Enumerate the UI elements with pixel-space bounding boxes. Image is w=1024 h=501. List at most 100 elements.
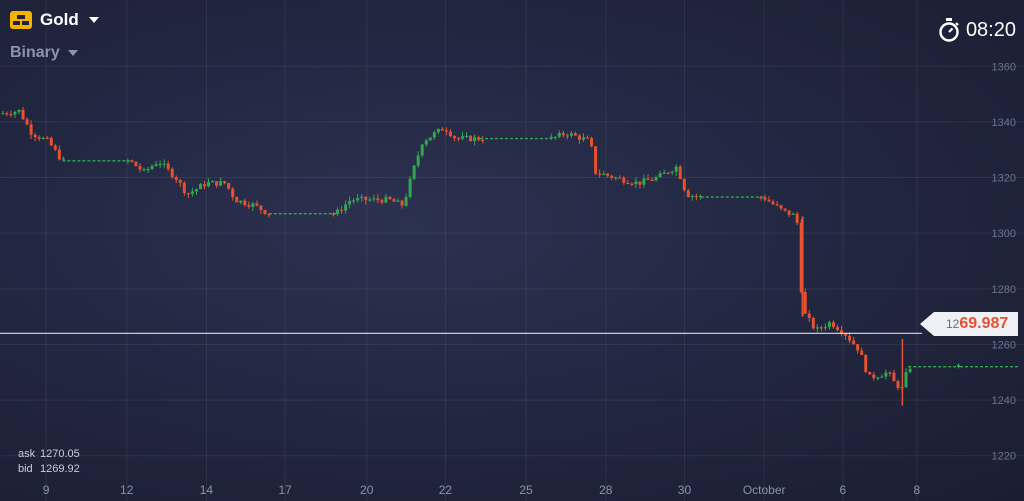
candle-body	[864, 355, 868, 372]
candle-body	[626, 182, 630, 184]
candle-body	[610, 175, 614, 178]
x-tick-label: 25	[519, 483, 533, 497]
candle-body	[872, 374, 876, 379]
candle-body	[577, 135, 581, 140]
candle-body	[332, 213, 336, 215]
y-tick-label: 1360	[992, 61, 1016, 73]
candle-body	[174, 177, 178, 181]
candle-body	[630, 183, 634, 185]
x-tick-label: 8	[913, 483, 920, 497]
candle-body	[9, 114, 13, 116]
candle-body	[860, 350, 864, 356]
candle-body	[658, 173, 662, 178]
candle-body	[594, 146, 598, 174]
candle-body	[646, 178, 650, 180]
candle-body	[908, 368, 912, 373]
candlestick-series	[1, 106, 960, 406]
candle-body	[25, 119, 29, 125]
candle-body	[368, 199, 372, 201]
candle-body	[267, 214, 271, 216]
candle-body	[763, 197, 767, 200]
candle-body	[259, 205, 263, 211]
candle-body	[654, 177, 658, 181]
candle-body	[150, 166, 154, 169]
candle-body	[557, 132, 561, 137]
candle-body	[682, 178, 686, 191]
candle-body	[888, 372, 892, 374]
candle-body	[815, 327, 819, 329]
candle-body	[235, 197, 239, 203]
candle-body	[799, 222, 803, 292]
candle-body	[787, 210, 791, 215]
candle-body	[473, 137, 477, 142]
candle-body	[553, 136, 557, 139]
expiry-timer[interactable]: 08:20	[938, 18, 1016, 42]
x-tick-label: 20	[360, 483, 374, 497]
candle-body	[356, 198, 360, 201]
candle-body	[642, 178, 646, 185]
candle-body	[606, 173, 610, 176]
candle-body	[569, 133, 573, 136]
candle-body	[380, 200, 384, 203]
candle-body	[614, 177, 618, 179]
candle-body	[779, 205, 783, 209]
candle-body	[207, 182, 211, 187]
mode-selector[interactable]: Binary	[10, 44, 78, 62]
candle-body	[348, 200, 352, 205]
candle-body	[364, 196, 368, 201]
candle-body	[549, 136, 553, 139]
candle-body	[456, 138, 460, 140]
candle-body	[561, 132, 565, 136]
candle-body	[231, 188, 235, 198]
candle-body	[783, 208, 787, 211]
bid-ask-quotes: ask 1270.05 bid 1269.92	[18, 447, 80, 477]
bid-row: bid 1269.92	[18, 462, 80, 477]
candle-body	[263, 210, 267, 215]
candle-body	[424, 140, 428, 145]
candle-body	[130, 160, 134, 162]
y-tick-label: 1280	[992, 284, 1016, 296]
candle-body	[178, 180, 182, 183]
timer-value: 08:20	[965, 18, 1016, 41]
candle-body	[1, 113, 5, 115]
x-axis-ticks: 9 12 14 17 20 22 25 28 30 October 6 8	[43, 483, 921, 497]
candle-body	[186, 193, 190, 195]
candle-body	[33, 134, 37, 138]
candle-body	[223, 181, 227, 184]
candle-body	[840, 330, 844, 334]
candle-body	[154, 164, 158, 167]
candle-body	[400, 200, 404, 206]
candle-body	[662, 172, 666, 174]
price-tag-shape	[920, 312, 1018, 336]
candle-body	[565, 135, 569, 137]
candle-body	[61, 158, 65, 160]
candle-body	[29, 124, 33, 135]
candle-body	[694, 195, 698, 198]
candle-body	[166, 163, 170, 169]
candle-body	[481, 139, 485, 142]
candle-body	[618, 177, 622, 179]
candle-body	[844, 333, 848, 336]
candle-body	[432, 132, 436, 138]
candle-body	[336, 209, 340, 215]
candle-body	[49, 138, 53, 146]
candle-body	[811, 317, 815, 329]
candle-body	[686, 190, 690, 197]
y-tick-label: 1260	[992, 339, 1016, 351]
candle-body	[598, 173, 602, 175]
candle-body	[803, 291, 807, 314]
candle-body	[376, 198, 380, 201]
candle-body	[852, 340, 856, 345]
asset-selector[interactable]: Gold	[10, 10, 99, 30]
candle-body	[243, 200, 247, 205]
ask-label: ask	[18, 448, 36, 460]
candle-body	[396, 200, 400, 202]
price-prefix: 12	[946, 317, 960, 331]
x-tick-label: October	[743, 483, 786, 497]
candle-body	[771, 201, 775, 205]
candle-body	[340, 209, 344, 211]
candle-body	[807, 313, 811, 318]
candle-body	[884, 372, 888, 377]
